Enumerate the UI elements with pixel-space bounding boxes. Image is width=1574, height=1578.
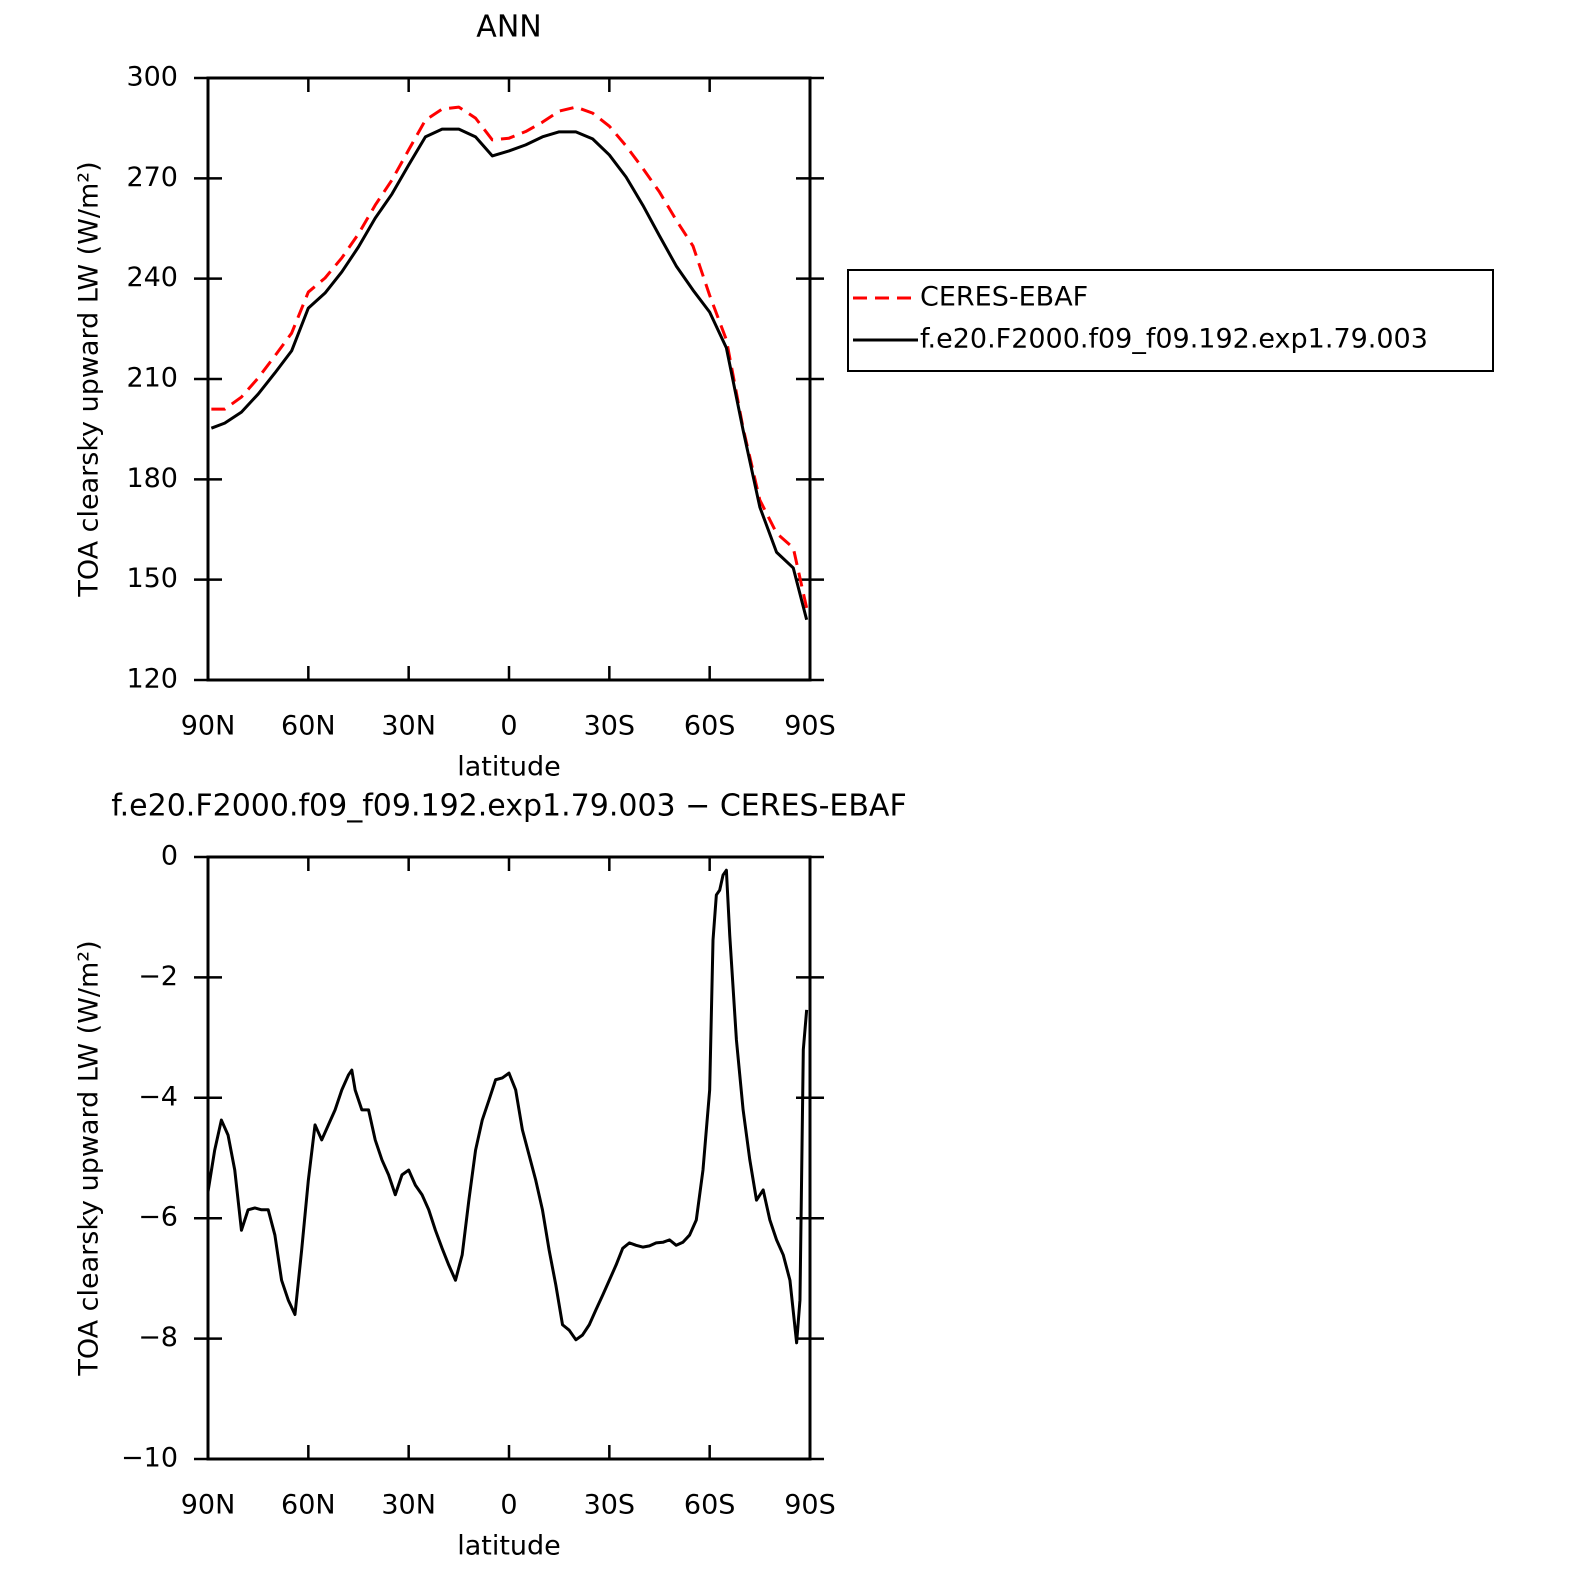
x-tick-label: 30N bbox=[381, 1490, 436, 1521]
y-tick-label: 210 bbox=[126, 363, 178, 394]
legend-label: f.e20.F2000.f09_f09.192.exp1.79.003 bbox=[920, 324, 1428, 355]
x-axis-label: latitude bbox=[457, 1531, 561, 1562]
chart-title: ANN bbox=[476, 10, 541, 45]
x-tick-label: 0 bbox=[500, 1490, 517, 1521]
y-axis-label: TOA clearsky upward LW (W/m²) bbox=[74, 161, 105, 597]
x-tick-label: 90S bbox=[784, 1490, 836, 1521]
y-tick-label: 300 bbox=[126, 62, 178, 93]
y-tick-label: 0 bbox=[161, 841, 178, 872]
x-tick-label: 90S bbox=[784, 711, 836, 742]
chart-title: f.e20.F2000.f09_f09.192.exp1.79.003 − CE… bbox=[111, 789, 906, 824]
y-tick-label: −10 bbox=[121, 1443, 178, 1474]
plot-frame bbox=[206, 76, 812, 682]
y-tick-label: −4 bbox=[138, 1081, 178, 1112]
x-tick-label: 60N bbox=[281, 711, 336, 742]
data-line bbox=[210, 127, 809, 621]
y-tick-label: 180 bbox=[126, 463, 178, 494]
x-tick-label: 60S bbox=[684, 711, 736, 742]
y-tick-label: 240 bbox=[126, 262, 178, 293]
y-tick-label: 150 bbox=[126, 563, 178, 594]
legend-box bbox=[847, 269, 1494, 372]
plot-frame bbox=[206, 855, 812, 1461]
x-tick-label: 90N bbox=[181, 711, 236, 742]
y-tick-label: −6 bbox=[138, 1202, 178, 1233]
x-tick-label: 30S bbox=[584, 1490, 636, 1521]
y-tick-label: −8 bbox=[138, 1322, 178, 1353]
x-tick-label: 30S bbox=[584, 711, 636, 742]
y-tick-label: −2 bbox=[138, 961, 178, 992]
y-tick-label: 270 bbox=[126, 162, 178, 193]
x-axis-label: latitude bbox=[457, 752, 561, 783]
y-axis-label: TOA clearsky upward LW (W/m²) bbox=[74, 940, 105, 1376]
x-tick-label: 30N bbox=[381, 711, 436, 742]
x-tick-label: 60S bbox=[684, 1490, 736, 1521]
x-tick-label: 90N bbox=[181, 1490, 236, 1521]
data-line bbox=[206, 868, 809, 1345]
x-tick-label: 60N bbox=[281, 1490, 336, 1521]
x-tick-label: 0 bbox=[500, 711, 517, 742]
y-tick-label: 120 bbox=[126, 664, 178, 695]
data-line bbox=[211, 105, 809, 609]
legend-label: CERES-EBAF bbox=[920, 282, 1088, 313]
